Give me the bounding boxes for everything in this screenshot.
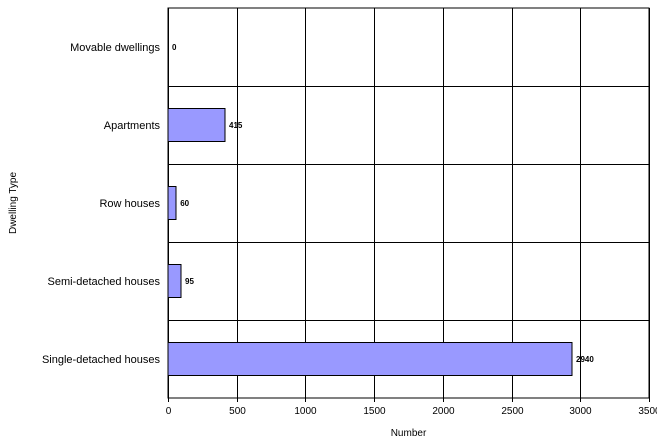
data-label: 2940 <box>576 355 594 364</box>
category-label: Apartments <box>104 120 161 132</box>
x-tick-label: 3500 <box>638 406 657 417</box>
data-label: 95 <box>185 277 194 286</box>
x-tick-label: 2500 <box>501 406 524 417</box>
x-tick-label: 1000 <box>294 406 317 417</box>
category-label: Single-detached houses <box>42 354 161 366</box>
data-labels: 0 415 60 95 2940 <box>172 43 594 364</box>
category-label: Movable dwellings <box>70 42 160 54</box>
x-tick-label: 2000 <box>432 406 455 417</box>
bar <box>167 264 182 298</box>
plot-frame <box>167 7 650 399</box>
category-labels: Movable dwellings Apartments Row houses Sem… <box>42 42 161 366</box>
data-label: 60 <box>180 199 189 208</box>
data-label: 415 <box>229 121 243 130</box>
bar <box>167 108 226 142</box>
bars <box>167 108 573 376</box>
x-axis-ticks: 0 500 1000 1500 2000 2500 3000 3500 <box>166 398 657 417</box>
y-axis-title: Dwelling Type <box>8 172 19 235</box>
bar <box>167 186 177 220</box>
x-tick-label: 1500 <box>363 406 386 417</box>
data-label: 0 <box>172 43 177 52</box>
x-tick-label: 500 <box>229 406 246 417</box>
x-tick-label: 3000 <box>569 406 592 417</box>
category-label: Row houses <box>99 198 160 210</box>
bar <box>167 342 573 376</box>
x-axis-title: Number <box>391 428 427 439</box>
category-label: Semi-detached houses <box>47 276 160 288</box>
x-tick-label: 0 <box>166 406 172 417</box>
gridlines <box>168 8 650 398</box>
